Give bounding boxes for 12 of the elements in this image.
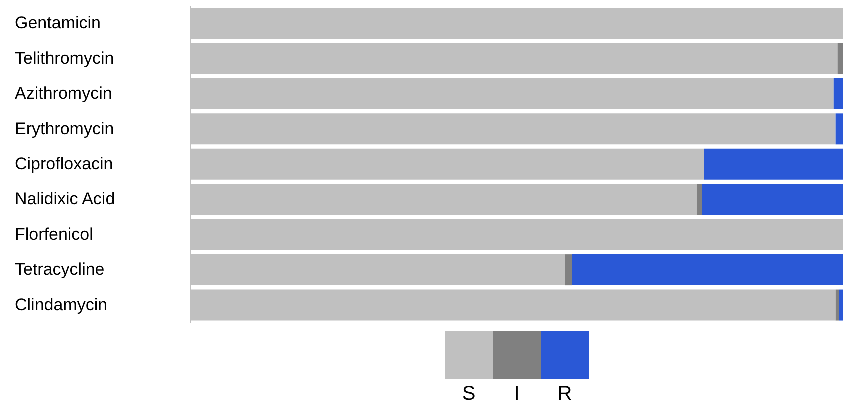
y-tick-label: Gentamicin — [15, 14, 101, 33]
y-tick-label: Clindamycin — [15, 295, 108, 314]
y-tick-label: Azithromycin — [15, 84, 112, 104]
legend-label: I — [514, 383, 520, 406]
y-tick-label: Ciprofloxacin — [15, 154, 114, 174]
y-tick-label: Nalidixic Acid — [15, 190, 116, 209]
y-tick-label: Telithromycin — [15, 48, 114, 68]
y-tick-label: Florfenicol — [15, 224, 94, 244]
legend-label: S — [462, 383, 476, 406]
y-tick-label: Erythromycin — [15, 119, 114, 138]
legend-label: R — [558, 383, 572, 406]
y-tick-label: Tetracycline — [15, 260, 105, 280]
